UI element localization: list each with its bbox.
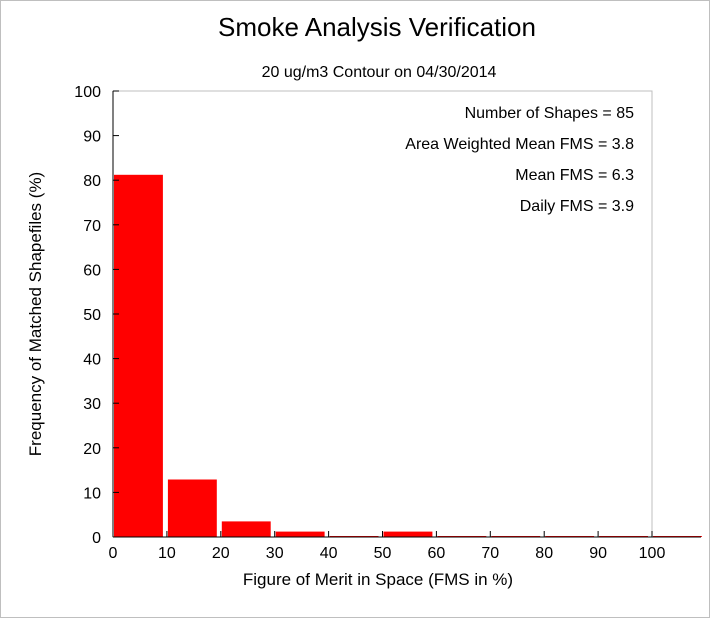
histogram-bar-2 — [221, 521, 271, 537]
x-tick-label: 70 — [481, 545, 499, 562]
x-tick-label: 100 — [639, 545, 666, 562]
histogram-bar-3 — [275, 531, 325, 537]
x-tick-label: 90 — [589, 545, 607, 562]
bars-group — [114, 174, 702, 538]
x-ticks-group: 0 10 20 30 40 50 60 70 80 90 100 — [109, 531, 666, 562]
y-tick-label: 80 — [83, 173, 101, 190]
x-tick-label: 50 — [374, 545, 392, 562]
y-ticks-group: 0 10 20 30 40 50 60 70 80 90 100 — [74, 84, 119, 547]
y-tick-label: 10 — [83, 485, 101, 502]
stat-annotation-1: Area Weighted Mean FMS = 3.8 — [405, 136, 634, 153]
y-axis-label: Frequency of Matched Shapefiles (%) — [26, 172, 45, 456]
x-tick-label: 20 — [212, 545, 230, 562]
x-tick-label: 10 — [158, 545, 176, 562]
x-axis-label: Figure of Merit in Space (FMS in %) — [243, 570, 513, 589]
y-tick-label: 100 — [74, 84, 101, 101]
stats-annotations: Number of Shapes = 85 Area Weighted Mean … — [405, 105, 634, 215]
histogram-bar-0 — [114, 174, 163, 538]
x-tick-label: 40 — [320, 545, 338, 562]
stat-annotation-3: Daily FMS = 3.9 — [520, 198, 634, 215]
y-tick-label: 90 — [83, 129, 101, 146]
x-tick-label: 60 — [428, 545, 446, 562]
x-tick-label: 30 — [266, 545, 284, 562]
x-tick-label: 80 — [535, 545, 553, 562]
y-tick-label: 40 — [83, 352, 101, 369]
plot-area-border — [112, 90, 653, 538]
histogram-bar-1 — [167, 479, 217, 537]
y-tick-label: 0 — [92, 530, 101, 547]
histogram-bar-5 — [383, 531, 433, 537]
stat-annotation-0: Number of Shapes = 85 — [465, 105, 635, 122]
chart-title: Smoke Analysis Verification — [218, 12, 536, 42]
stat-annotation-2: Mean FMS = 6.3 — [515, 167, 634, 184]
x-tick-label: 0 — [109, 545, 118, 562]
chart-subtitle: 20 ug/m3 Contour on 04/30/2014 — [262, 64, 497, 81]
y-tick-label: 50 — [83, 307, 101, 324]
y-tick-label: 60 — [83, 262, 101, 279]
y-tick-label: 30 — [83, 396, 101, 413]
y-tick-label: 70 — [83, 218, 101, 235]
y-tick-label: 20 — [83, 441, 101, 458]
